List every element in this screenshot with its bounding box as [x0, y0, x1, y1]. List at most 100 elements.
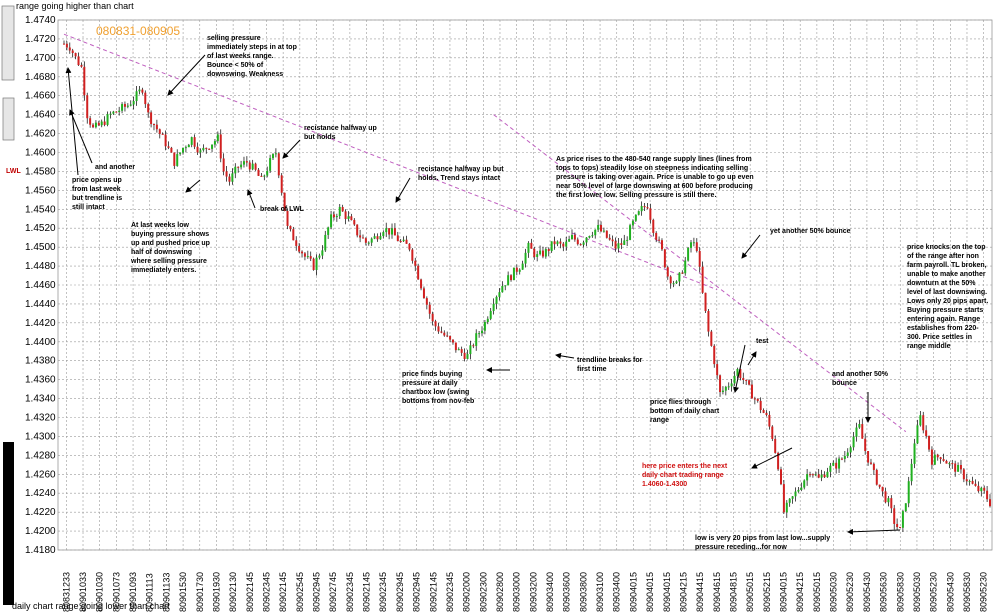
candle-body: [373, 236, 376, 239]
candle-body: [359, 235, 362, 238]
candle-body: [385, 228, 388, 233]
candle-body: [312, 258, 315, 270]
x-tick-label: 80905430: [945, 572, 955, 612]
note-buying-pressure: price finds buying pressure at daily cha…: [402, 371, 475, 405]
range-higher-bar-2: [2, 97, 15, 141]
note-low-20-pips: low is very 20 pips from last low...supp…: [695, 535, 831, 551]
candle-body: [779, 469, 782, 485]
candle-body: [875, 469, 878, 485]
x-tick-label: 80905015: [745, 572, 755, 612]
candle-body: [724, 386, 727, 391]
candle-body: [858, 424, 861, 428]
candle-body: [332, 214, 335, 218]
candle-body: [83, 66, 86, 96]
candle-body: [330, 214, 333, 228]
candle-body: [750, 384, 753, 399]
chart-grid: [57, 19, 993, 551]
annotation-arrow: [555, 352, 575, 359]
candle-body: [335, 216, 338, 218]
annotation-arrow: [747, 351, 757, 366]
candle-body: [794, 491, 797, 497]
candle-body: [759, 400, 762, 411]
x-tick-label: 80903400: [612, 572, 622, 612]
y-tick-label: 1.4360: [25, 375, 56, 386]
candle-body: [980, 487, 983, 492]
candle-body: [492, 303, 495, 311]
candle-body: [855, 427, 858, 437]
candle-body: [594, 229, 597, 236]
candle-body: [463, 352, 466, 359]
candle-body: [925, 430, 928, 436]
note-price-opens: price opens up from last week but trendl…: [72, 177, 123, 211]
candle-body: [809, 474, 812, 476]
candle-body: [928, 435, 931, 450]
candle-body: [68, 47, 71, 51]
candle-body: [475, 333, 478, 346]
candle-body: [942, 459, 945, 461]
y-tick-label: 1.4620: [25, 129, 56, 140]
candle-body: [951, 463, 954, 465]
y-tick-label: 1.4340: [25, 394, 56, 405]
y-tick-label: 1.4300: [25, 431, 56, 442]
candle-body: [208, 148, 211, 150]
annotation-arrow: [247, 189, 256, 209]
candle-body: [823, 474, 826, 478]
annotation-arrow: [847, 528, 901, 535]
candle-body: [948, 463, 951, 465]
candle-body: [579, 244, 582, 246]
x-tick-label: 80904015: [662, 572, 672, 612]
candle-body: [852, 436, 855, 448]
candle-body: [121, 104, 124, 111]
x-tick-label: 80904215: [795, 572, 805, 612]
candle-body: [123, 104, 126, 107]
candle-body: [420, 279, 423, 289]
annotation-arrow: [733, 344, 746, 393]
note-last-weeks-low: At last weeks low buying pressure shows …: [131, 222, 210, 274]
candle-body: [971, 480, 974, 484]
candle-body: [292, 229, 295, 241]
x-tick-label: 80902145: [245, 572, 255, 612]
candle-body: [414, 260, 417, 266]
candle-body: [646, 207, 649, 209]
x-tick-label: 80904615: [712, 572, 722, 612]
candle-body: [86, 95, 89, 119]
candle-body: [408, 243, 411, 250]
candle-body: [832, 462, 835, 466]
candle-body: [272, 154, 275, 159]
candle-body: [658, 239, 661, 241]
candle-body: [684, 260, 687, 274]
candle-body: [959, 465, 962, 470]
candle-body: [521, 263, 524, 270]
candle-body: [742, 378, 745, 380]
candle-body: [196, 146, 199, 153]
candle-body: [623, 240, 626, 245]
candle-body: [254, 163, 257, 170]
candle-body: [739, 369, 742, 379]
candle-body: [251, 163, 254, 170]
candle-body: [974, 483, 977, 486]
candle-body: [806, 474, 809, 481]
note-supply-lines: As price rises to the 480-540 range supp…: [556, 156, 754, 199]
candle-body: [901, 511, 904, 528]
candle-body: [298, 245, 301, 252]
candle-body: [530, 242, 533, 249]
candle-body: [350, 216, 353, 221]
candle-body: [405, 239, 408, 244]
x-tick-label: 80902945: [395, 572, 405, 612]
candle-body: [983, 487, 986, 491]
candle-body: [814, 474, 817, 476]
candle-body: [126, 105, 129, 107]
candle-body: [280, 175, 283, 193]
x-tick-label: 80902145: [428, 572, 438, 612]
candle-body: [687, 247, 690, 261]
y-tick-label: 1.4200: [25, 526, 56, 537]
annotation-arrows: [65, 54, 901, 535]
candle-body: [289, 225, 292, 230]
candle-body: [655, 232, 658, 240]
candle-body: [640, 206, 643, 212]
candle-body: [968, 480, 971, 482]
candle-body: [77, 56, 80, 66]
candle-body: [730, 383, 733, 387]
candle-body: [713, 345, 716, 365]
candle-body: [556, 241, 559, 245]
